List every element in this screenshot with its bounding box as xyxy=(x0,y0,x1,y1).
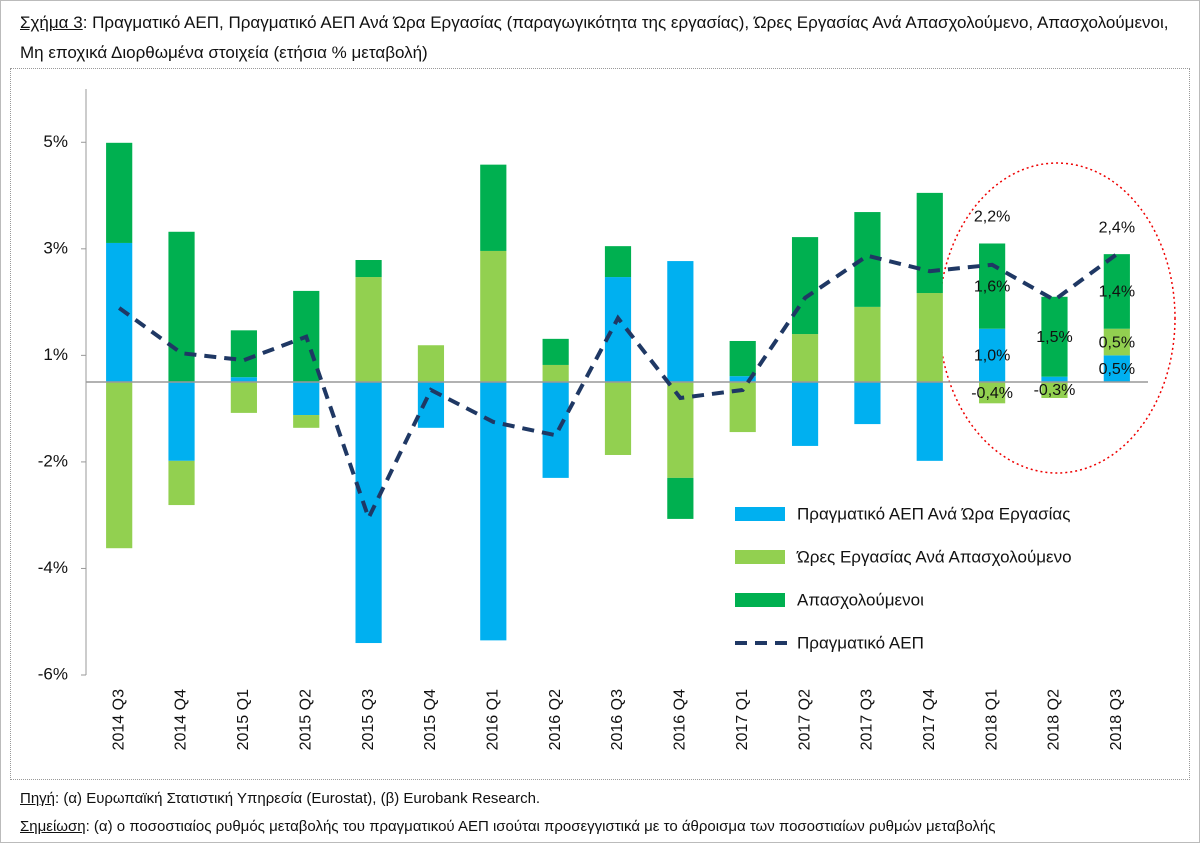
legend-swatch xyxy=(735,507,785,521)
note-text: : (α) ο ποσοστιαίος ρυθμός μεταβολής του… xyxy=(85,818,996,835)
bar-segment xyxy=(168,382,195,461)
bar-segment xyxy=(604,246,632,278)
bar-segment xyxy=(916,192,943,294)
source-text: : (α) Ευρωπαϊκή Στατιστική Υπηρεσία (Eur… xyxy=(55,790,541,807)
bar-segment xyxy=(791,334,819,382)
x-tick-label: 2015 Q4 xyxy=(422,689,439,750)
bar-segment xyxy=(1103,254,1130,329)
source-label: Πηγή xyxy=(20,790,56,807)
bar-segment xyxy=(542,338,569,365)
bar-segment xyxy=(979,328,1006,382)
data-label: 2,2% xyxy=(974,209,1010,226)
source: Πηγή: (α) Ευρωπαϊκή Στατιστική Υπηρεσία … xyxy=(20,790,1195,807)
bar-segment xyxy=(293,415,320,428)
x-tick-label: 2015 Q3 xyxy=(360,689,377,750)
bar-segment xyxy=(417,345,445,382)
legend-label: Απασχολούμενοι xyxy=(797,590,924,609)
x-tick-label: 2016 Q4 xyxy=(672,689,689,750)
x-tick-label: 2017 Q3 xyxy=(859,689,876,750)
bar-segment xyxy=(355,277,382,382)
bar-segment xyxy=(106,142,133,243)
bar-segment xyxy=(480,250,507,382)
data-label: 1,0% xyxy=(974,348,1010,365)
x-tick-label: 2016 Q1 xyxy=(485,689,502,750)
legend-label: Πραγματικό ΑΕΠ xyxy=(797,633,924,652)
legend-label: Πραγματικό ΑΕΠ Ανά Ώρα Εργασίας xyxy=(797,504,1070,523)
bar-segment xyxy=(106,382,133,549)
bar-segment xyxy=(1103,328,1130,356)
bar-segment xyxy=(729,376,756,382)
bar-segment xyxy=(1103,355,1130,382)
bar-segment xyxy=(979,382,1006,404)
x-tick-label: 2017 Q4 xyxy=(921,689,938,750)
data-label: -0,4% xyxy=(971,385,1013,402)
bar-segment xyxy=(230,382,257,413)
bar-segment xyxy=(230,377,257,382)
bar-segment xyxy=(854,306,881,382)
legend-swatch xyxy=(735,593,785,607)
bar-segment xyxy=(791,382,819,446)
bar-segment xyxy=(480,164,507,251)
bar-segment xyxy=(542,382,569,478)
y-tick-label: -4% xyxy=(38,558,68,577)
bar-segment xyxy=(355,382,382,644)
bar-segment xyxy=(1041,376,1068,382)
bar-segment xyxy=(168,231,195,382)
bar-segment xyxy=(542,364,569,382)
data-label: 1,5% xyxy=(1036,329,1072,346)
bar-segment xyxy=(480,382,507,641)
bar-segment xyxy=(293,382,320,416)
x-tick-label: 2016 Q2 xyxy=(547,689,564,750)
x-tick-label: 2018 Q1 xyxy=(983,689,1000,750)
bar-segment xyxy=(168,460,195,506)
x-tick-label: 2018 Q3 xyxy=(1108,689,1125,750)
x-tick-label: 2015 Q2 xyxy=(297,689,314,750)
x-tick-label: 2016 Q3 xyxy=(609,689,626,750)
bar-segment xyxy=(667,261,694,382)
data-label: 0,5% xyxy=(1099,334,1135,351)
bar-segment xyxy=(604,382,632,455)
bar-segment xyxy=(979,243,1006,329)
note-label: Σημείωση xyxy=(20,818,86,835)
bar-segment xyxy=(916,382,943,461)
data-label: 2,4% xyxy=(1099,219,1135,236)
x-tick-label: 2017 Q1 xyxy=(734,689,751,750)
bar-segment xyxy=(854,382,881,425)
bar-segment xyxy=(916,293,943,382)
y-tick-label: 3% xyxy=(43,238,68,257)
bar-segment xyxy=(355,260,382,278)
data-label: 1,4% xyxy=(1099,284,1135,301)
chart-title: : Πραγματικό ΑΕΠ, Πραγματικό ΑΕΠ Ανά Ώρα… xyxy=(20,13,1169,62)
legend-label: Ώρες Εργασίας Ανά Απασχολούμενο xyxy=(796,547,1072,566)
line xyxy=(118,252,1119,524)
bar-segment xyxy=(791,237,819,335)
y-tick-label: -2% xyxy=(38,451,68,470)
y-tick-label: -6% xyxy=(38,664,68,683)
x-tick-label: 2017 Q2 xyxy=(796,689,813,750)
bar-segment xyxy=(230,330,257,378)
bar-segment xyxy=(1041,382,1068,398)
y-tick-label: 1% xyxy=(43,345,68,364)
data-label: 0,5% xyxy=(1099,361,1135,378)
data-label: 1,6% xyxy=(974,278,1010,295)
x-tick-label: 2014 Q3 xyxy=(110,689,127,750)
bar-segment xyxy=(1041,296,1068,377)
title-block: Σχήμα 3: Πραγματικό ΑΕΠ, Πραγματικό ΑΕΠ … xyxy=(20,8,1190,68)
note: Σημείωση: (α) ο ποσοστιαίος ρυθμός μεταβ… xyxy=(20,818,1195,835)
legend-swatch xyxy=(735,550,785,564)
x-tick-label: 2014 Q4 xyxy=(173,689,190,750)
bar-segment xyxy=(729,340,756,377)
title-label: Σχήμα 3 xyxy=(20,13,83,32)
x-tick-label: 2015 Q1 xyxy=(235,689,252,750)
data-label: -0,3% xyxy=(1034,382,1076,399)
chart-area xyxy=(10,68,1190,780)
y-tick-label: 5% xyxy=(43,132,68,151)
bar-segment xyxy=(667,477,694,519)
x-tick-label: 2018 Q2 xyxy=(1046,689,1063,750)
